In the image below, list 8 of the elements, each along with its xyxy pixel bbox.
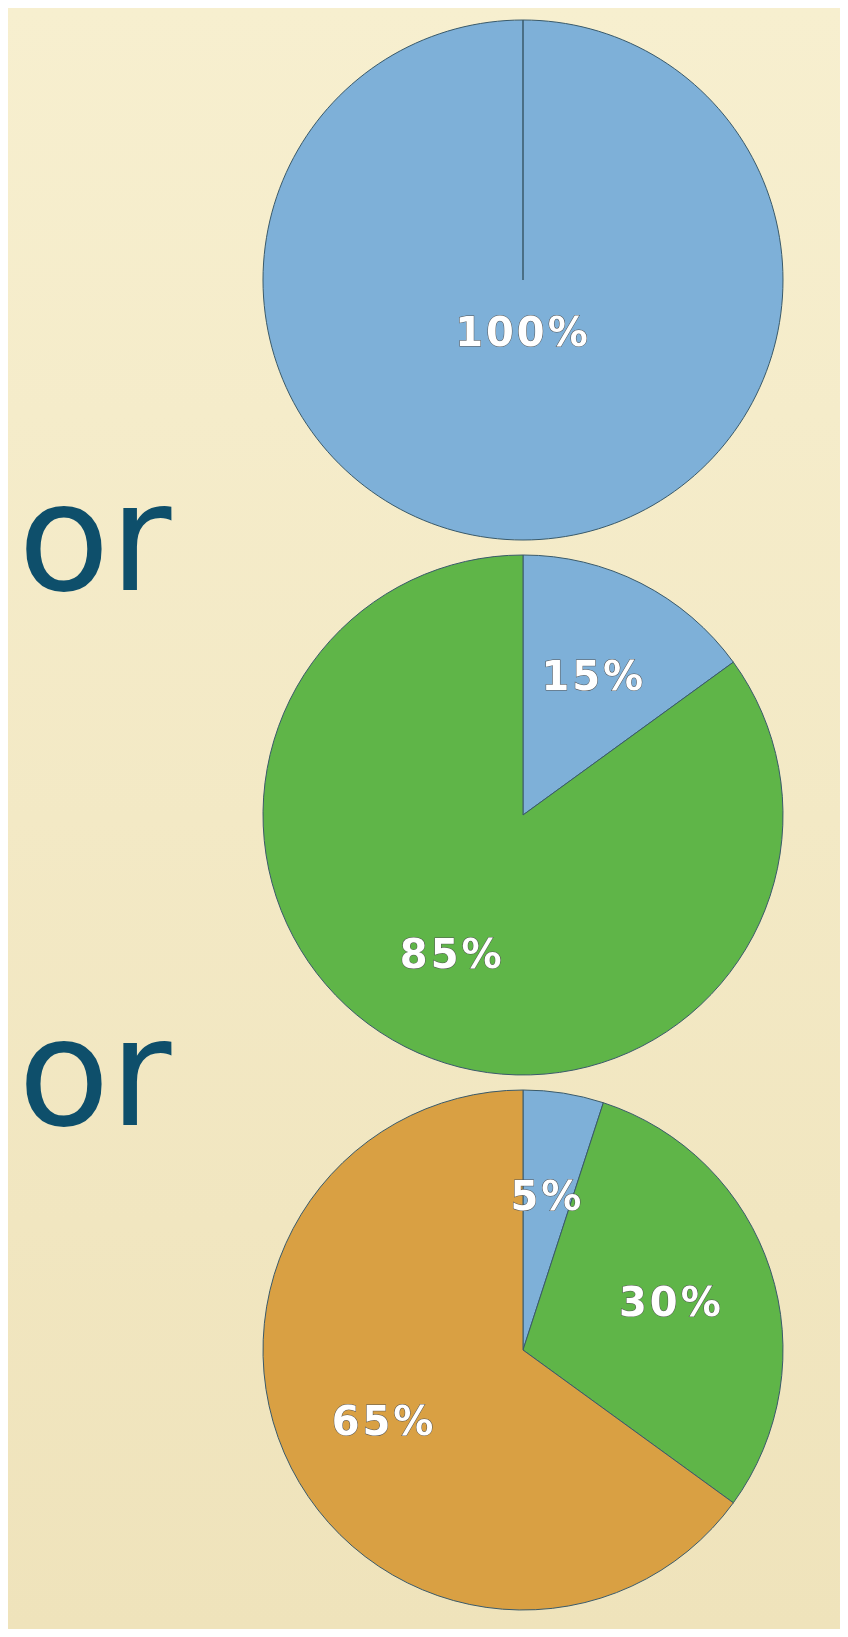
data-label: 30% [618, 1278, 724, 1325]
pie-slice [262, 554, 784, 1076]
text: or [18, 986, 172, 1160]
text: or [18, 451, 172, 625]
data-label: 65% [331, 1397, 437, 1444]
data-label: 85% [399, 931, 505, 977]
data-label: 15% [541, 653, 647, 699]
data-label: 100% [455, 309, 591, 355]
